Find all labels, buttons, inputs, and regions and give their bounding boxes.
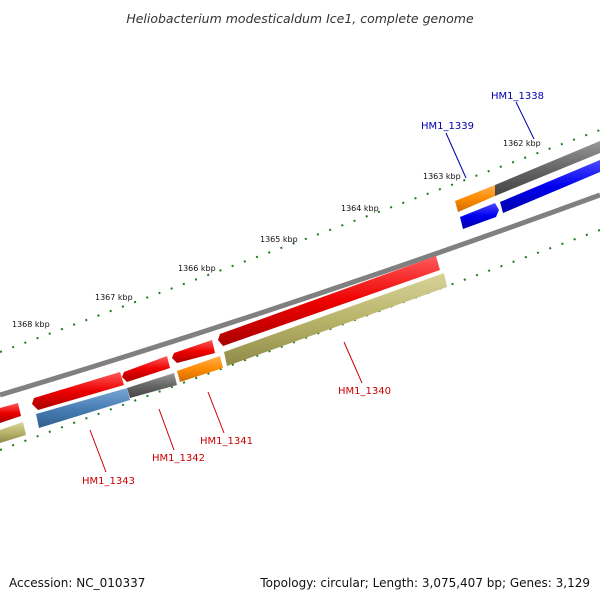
gene-label-hm1-1341[interactable]: HM1_1341 (200, 436, 253, 447)
gene-label-hm1-1342[interactable]: HM1_1342 (152, 453, 205, 464)
accession-text: Accession: NC_010337 (9, 576, 145, 590)
gene-feature-hm1-1343-red[interactable] (32, 372, 124, 410)
gene-feature-hm1-1340[interactable] (218, 256, 440, 346)
leader-line-hm1-1340 (343, 341, 363, 384)
outer-tick-row (0, 129, 600, 353)
kbp-label: 1363 kbp (423, 172, 461, 181)
topology-text: Topology: circular; Length: 3,075,407 bp… (259, 576, 590, 590)
leader-line-hm1-1343 (89, 429, 107, 473)
kbp-label: 1368 kbp (12, 320, 50, 329)
kbp-label: 1367 kbp (95, 293, 133, 302)
gene-feature-hm1-1339-orange[interactable] (455, 185, 495, 212)
leader-line-hm1-1339 (445, 132, 467, 179)
leader-line-hm1-1338 (515, 101, 535, 140)
leader-line-hm1-1341 (207, 391, 225, 434)
gene-feature-hm1-1341-red[interactable] (172, 340, 215, 363)
inner-tick-row (0, 229, 600, 451)
genome-backbone (0, 192, 600, 398)
gene-feature-hm1-1342[interactable] (127, 373, 177, 398)
kbp-label: 1362 kbp (503, 139, 541, 148)
gene-feature-hm1-1338-gray[interactable] (495, 141, 600, 196)
map-title: Heliobacterium modesticaldum Ice1, compl… (126, 11, 474, 26)
kbp-label: 1364 kbp (341, 204, 379, 213)
kbp-label: 1366 kbp (178, 264, 216, 273)
gene-label-hm1-1338[interactable]: HM1_1338 (491, 91, 544, 102)
gene-label-hm1-1339[interactable]: HM1_1339 (421, 121, 474, 132)
gene-feature-hm1-1341[interactable] (177, 356, 223, 382)
gene-feature-left-edge-khaki[interactable] (0, 422, 26, 443)
gene-feature-left-edge-red[interactable] (0, 403, 21, 423)
gene-feature-hm1-1338[interactable] (500, 160, 600, 213)
kbp-label: 1365 kbp (260, 235, 298, 244)
gene-feature-blue-small[interactable] (460, 203, 499, 229)
gene-feature-khaki-long[interactable] (224, 273, 447, 366)
gene-feature-hm1-1343[interactable] (36, 388, 130, 428)
leader-line-hm1-1342 (158, 408, 175, 451)
gene-label-hm1-1343[interactable]: HM1_1343 (82, 476, 135, 487)
gene-label-hm1-1340[interactable]: HM1_1340 (338, 386, 391, 397)
gene-feature-hm1-1342-red[interactable] (122, 356, 170, 382)
